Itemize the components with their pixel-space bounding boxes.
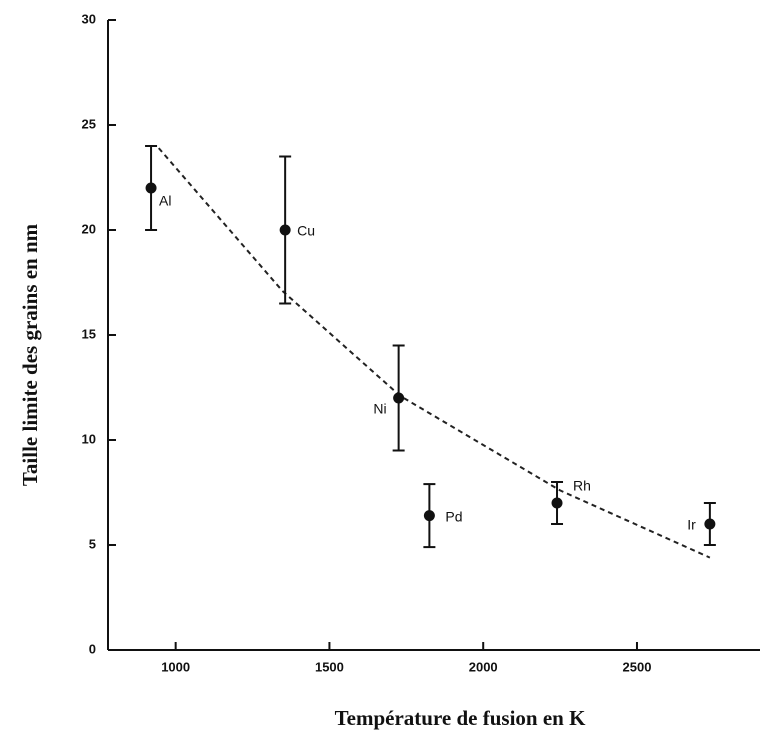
- x-tick-label: 1000: [161, 659, 190, 674]
- x-tick-label: 1500: [315, 659, 344, 674]
- point: [551, 497, 563, 509]
- y-tick-label: 30: [82, 11, 96, 26]
- y-tick-label: 15: [82, 326, 96, 341]
- point: [279, 224, 291, 236]
- point: [704, 518, 716, 530]
- x-tick-label: 2000: [469, 659, 498, 674]
- point-label: Ni: [373, 401, 386, 417]
- point-label: Ir: [687, 517, 696, 533]
- y-tick-label: 10: [82, 431, 96, 446]
- point: [423, 510, 435, 522]
- y-tick-label: 0: [89, 641, 96, 656]
- point-label: Rh: [573, 478, 591, 494]
- y-tick-label: 5: [89, 536, 96, 551]
- point-label: Cu: [297, 223, 315, 239]
- x-tick-label: 2500: [623, 659, 652, 674]
- point: [393, 392, 405, 404]
- y-tick-label: 20: [82, 221, 96, 236]
- x-axis-title: Température de fusion en K: [335, 706, 587, 730]
- point: [145, 182, 157, 194]
- point-label: Al: [159, 193, 171, 209]
- fit-line: [157, 147, 711, 559]
- y-axis-title: Taille limite des grains en nm: [18, 223, 42, 486]
- y-tick-label: 25: [82, 116, 96, 131]
- point-label: Pd: [445, 508, 462, 524]
